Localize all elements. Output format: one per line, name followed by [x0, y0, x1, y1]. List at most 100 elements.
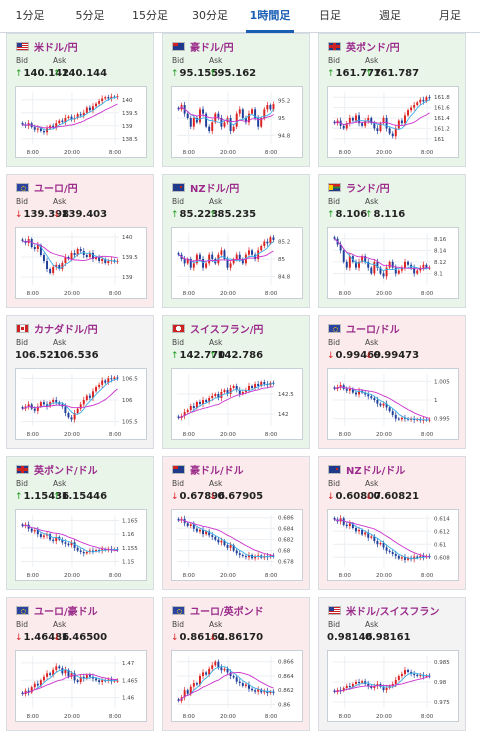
rate-card[interactable]: 英ポンド/ドル Bid Ask ↑1.15436 ↑1.15446 1.165 1.16 1.… — [6, 456, 154, 590]
ma-long-line — [334, 112, 430, 127]
candle-body — [82, 400, 85, 405]
card-title[interactable]: 豪ドル/ドル — [172, 462, 244, 477]
rate-card[interactable]: NZドル/ドル Bid Ask ↓0.60807 ↓0.60821 0.614 0.612 0… — [318, 456, 466, 590]
tab-5min[interactable]: 5分足 — [75, 9, 105, 22]
card-title[interactable]: ユーロ/豪ドル — [16, 603, 98, 618]
rate-card[interactable]: スイスフラン/円 Bid Ask ↑142.770 ↑142.786 142.5 142 8:… — [162, 315, 310, 449]
candle-body — [403, 557, 406, 560]
x-tick-label: 8:00 — [27, 150, 40, 156]
pair-name: ランド/円 — [346, 183, 390, 195]
candle-body — [226, 668, 229, 673]
price-chart: 1.47 1.465 1.46 8:00 20:00 8:00 — [15, 650, 147, 722]
card-title[interactable]: ユーロ/円 — [16, 180, 78, 195]
candle-body — [257, 250, 260, 259]
candle-body — [61, 539, 64, 543]
rate-card[interactable]: ユーロ/英ポンド Bid Ask ↓0.86162 ↓0.86170 0.866 0.864… — [162, 597, 310, 731]
candle-body — [400, 674, 403, 676]
rate-card[interactable]: ユーロ/ドル Bid Ask ↓0.99469 ↓0.99473 1.005 1 0.995 8… — [318, 315, 466, 449]
tab-weekly[interactable]: 週足 — [379, 9, 401, 22]
candle-body — [113, 377, 116, 380]
ask-label: Ask — [209, 620, 223, 629]
candle-body — [85, 107, 88, 113]
candle-body — [177, 107, 180, 110]
bid-label: Bid — [16, 56, 28, 65]
card-title[interactable]: ユーロ/ドル — [328, 321, 400, 336]
y-tick-label: 85.2 — [278, 240, 290, 246]
tab-30min[interactable]: 30分足 — [192, 9, 228, 22]
tab-daily[interactable]: 日足 — [319, 9, 341, 22]
tab-15min[interactable]: 15分足 — [132, 9, 168, 22]
rate-card[interactable]: ユーロ/豪ドル Bid Ask ↓1.46486 ↓1.46500 1.47 1.465 1.… — [6, 597, 154, 731]
y-tick-label: 0.866 — [278, 660, 294, 666]
ask-label: Ask — [53, 479, 67, 488]
candle-body — [30, 404, 33, 409]
ask-value: 161.787 — [373, 68, 420, 79]
rate-card[interactable]: 豪ドル/円 Bid Ask ↑95.155 ↑95.162 95.2 95 94.8 8:00 2… — [162, 33, 310, 167]
card-title[interactable]: 米ドル/円 — [16, 39, 78, 54]
pair-name: ユーロ/ドル — [346, 324, 400, 336]
y-tick-label: 1.47 — [122, 661, 135, 667]
za-flag-icon — [328, 182, 341, 192]
tab-monthly[interactable]: 月足 — [439, 9, 461, 22]
card-title[interactable]: 英ポンド/ドル — [16, 462, 98, 477]
ask-value-row: 0.98161 — [365, 632, 411, 643]
candle-body — [46, 534, 49, 536]
candle-body — [104, 259, 107, 263]
card-title[interactable]: NZドル/ドル — [328, 462, 405, 477]
us-flag-icon — [328, 605, 341, 615]
rate-card[interactable]: 英ポンド/円 Bid Ask ↑161.777 ↑161.787 161.8 161.6 16… — [318, 33, 466, 167]
candle-body — [208, 531, 211, 536]
ask-value-row: ↑85.235 — [209, 209, 256, 220]
ask-label: Ask — [53, 620, 67, 629]
nz-flag-icon — [172, 182, 185, 192]
rate-card[interactable]: 米ドル/円 Bid Ask ↑140.142 ↑140.144 140 139.5 139 13… — [6, 33, 154, 167]
arrow-up-icon: ↑ — [327, 210, 335, 220]
rate-card[interactable]: ランド/円 Bid Ask ↑8.106 ↑8.116 8.16 8.14 8.12 8.1 8:… — [318, 174, 466, 308]
ask-value-row: ↓1.46500 — [53, 632, 107, 643]
card-title[interactable]: 英ポンド/円 — [328, 39, 400, 54]
y-tick-label: 1.46 — [122, 696, 135, 702]
candle-body — [183, 412, 186, 416]
candle-body — [198, 254, 201, 259]
arrow-down-icon: ↓ — [171, 492, 179, 502]
rate-card[interactable]: NZドル/円 Bid Ask ↑85.223 ↑85.235 85.2 85 84.8 8:00… — [162, 174, 310, 308]
card-title[interactable]: ランド/円 — [328, 180, 390, 195]
rate-card[interactable]: 豪ドル/ドル Bid Ask ↓0.67896 ↓0.67905 0.686 0.684 0.… — [162, 456, 310, 590]
candle-body — [333, 237, 336, 239]
ask-value-row: ↓0.99473 — [365, 350, 419, 361]
y-tick-label: 0.985 — [434, 660, 450, 666]
candle-body — [21, 524, 24, 526]
tab-1hour[interactable]: 1時間足 — [240, 0, 300, 33]
rate-card[interactable]: ユーロ/円 Bid Ask ↓139.398 ↓139.403 140 139.5 139 8:… — [6, 174, 154, 308]
card-title[interactable]: カナダドル/円 — [16, 321, 98, 336]
x-tick-label: 20:00 — [220, 150, 236, 156]
candle-body — [202, 529, 205, 535]
candle-body — [76, 249, 79, 255]
candle-body — [272, 555, 275, 557]
rate-card[interactable]: 米ドル/スイスフラン Bid Ask 0.98146 0.98161 0.985 0.98 0… — [318, 597, 466, 731]
ask-value-row: ↑8.116 — [365, 209, 405, 220]
candle-body — [39, 128, 42, 131]
candle-body — [189, 259, 192, 268]
candle-body — [416, 556, 419, 558]
candle-body — [247, 554, 250, 558]
card-title[interactable]: ユーロ/英ポンド — [172, 603, 264, 618]
card-title[interactable]: NZドル/円 — [172, 180, 239, 195]
candle-body — [85, 255, 88, 257]
card-title[interactable]: 米ドル/スイスフラン — [328, 603, 439, 618]
card-title[interactable]: スイスフラン/円 — [172, 321, 263, 336]
tab-1min[interactable]: 1分足 — [15, 9, 45, 22]
candle-body — [64, 118, 67, 122]
y-tick-label: 161.2 — [434, 126, 450, 132]
candle-body — [198, 529, 201, 532]
card-title[interactable]: 豪ドル/円 — [172, 39, 234, 54]
ma-long-line — [22, 388, 118, 410]
candle-body — [354, 392, 357, 395]
rate-card[interactable]: カナダドル/円 Bid Ask 106.521 106.536 106.5 106 105.5… — [6, 315, 154, 449]
candle-body — [385, 118, 388, 129]
candle-body — [226, 259, 229, 268]
y-tick-label: 161.4 — [434, 116, 450, 122]
candle-body — [21, 239, 24, 241]
candle-body — [244, 684, 247, 686]
